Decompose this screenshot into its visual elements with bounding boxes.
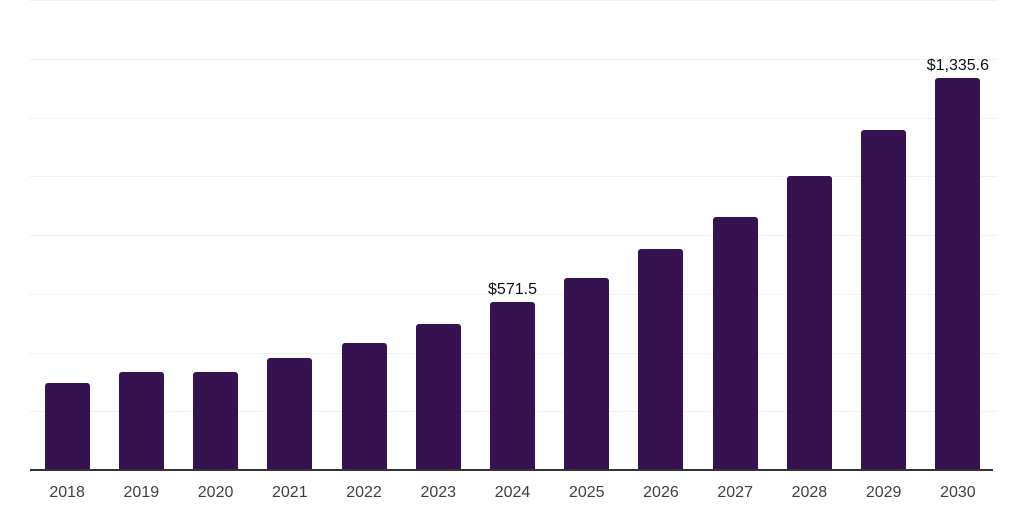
- bar-2028[interactable]: [786, 175, 832, 470]
- bar-2025[interactable]: [564, 277, 610, 470]
- value-label-2030: $1,335.6: [926, 56, 990, 74]
- x-axis-line: [30, 468, 993, 471]
- plot-area: $571.5 $1,335.6: [30, 0, 998, 471]
- bar-2022[interactable]: [341, 343, 387, 470]
- x-axis-label-2029: 2029: [865, 484, 902, 501]
- gridline: [30, 117, 998, 119]
- x-axis-label-2020: 2020: [197, 484, 234, 501]
- bar-2019[interactable]: [118, 371, 164, 470]
- x-axis-label-2025: 2025: [568, 484, 605, 501]
- bar-2029[interactable]: [861, 130, 907, 470]
- bar-2023[interactable]: [415, 324, 461, 470]
- x-axis-label-2028: 2028: [791, 484, 828, 501]
- x-axis-label-2030: 2030: [940, 484, 976, 501]
- gridline: [30, 0, 998, 1]
- bar-2020[interactable]: [193, 372, 239, 470]
- x-axis-label-2021: 2021: [272, 484, 308, 501]
- x-axis-label-2019: 2019: [123, 484, 160, 501]
- bar-2027[interactable]: [712, 216, 758, 470]
- gridline: [30, 58, 998, 60]
- x-axis-label-2022: 2022: [346, 484, 382, 501]
- x-axis-label-2023: 2023: [420, 484, 457, 501]
- x-axis-label-2026: 2026: [643, 484, 679, 501]
- x-axis-label-2024: 2024: [494, 484, 531, 501]
- value-label-2024: $571.5: [488, 281, 537, 299]
- gridline: [30, 176, 998, 178]
- gridline: [30, 235, 998, 236]
- x-axis-label-2027: 2027: [717, 484, 753, 501]
- x-axis-label-2018: 2018: [49, 484, 85, 501]
- bar-2026[interactable]: [638, 248, 684, 470]
- bar-2021[interactable]: [267, 357, 313, 470]
- x-axis: 2018 2019 2020 2021 2022 2023 2024 2025 2026 2027…: [0, 483, 1024, 512]
- bar-2030[interactable]: [935, 77, 981, 470]
- gridline: [30, 293, 998, 295]
- bar-2018[interactable]: [44, 383, 90, 470]
- bar-2024[interactable]: [490, 302, 535, 470]
